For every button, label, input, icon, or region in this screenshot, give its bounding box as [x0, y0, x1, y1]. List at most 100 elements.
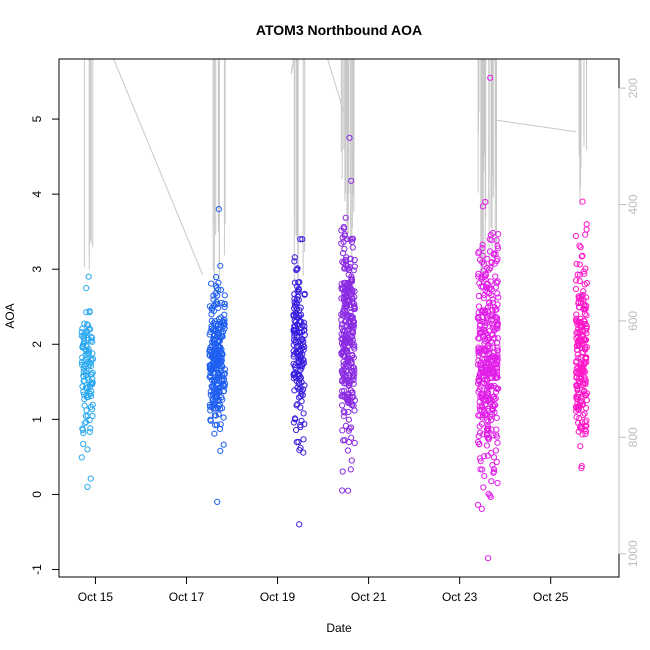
- data-point: [578, 465, 585, 472]
- data-point: [475, 292, 482, 300]
- data-point: [343, 363, 350, 370]
- data-point: [83, 285, 90, 292]
- data-point: [81, 420, 88, 427]
- data-point: [213, 351, 220, 358]
- data-point: [579, 198, 586, 205]
- x-tick-label: Oct 19: [260, 590, 296, 604]
- data-point: [479, 307, 487, 314]
- data-point: [476, 423, 483, 430]
- data-point: [577, 443, 584, 450]
- data-point: [212, 290, 219, 297]
- data-point: [576, 242, 583, 249]
- data-point: [484, 425, 491, 432]
- data-point: [342, 373, 349, 381]
- data-point: [80, 372, 87, 379]
- data-point: [339, 321, 346, 328]
- data-point: [291, 415, 298, 422]
- y-tick-label: 2: [30, 341, 44, 348]
- data-point: [576, 271, 583, 278]
- data-point: [296, 312, 303, 319]
- data-point: [291, 254, 298, 261]
- data-point: [574, 386, 581, 393]
- data-point: [580, 412, 587, 419]
- data-point: [343, 254, 350, 261]
- data-point: [213, 301, 220, 308]
- data-point: [218, 322, 225, 329]
- data-point: [339, 468, 346, 475]
- data-point: [215, 411, 222, 418]
- x-tick-label: Oct 15: [78, 590, 114, 604]
- data-point: [206, 352, 213, 359]
- data-point: [483, 393, 490, 400]
- data-point: [86, 308, 93, 315]
- trace-lines: [83, 58, 587, 298]
- data-point: [490, 468, 498, 475]
- data-point: [476, 429, 484, 436]
- data-point: [487, 74, 494, 81]
- data-point: [489, 320, 496, 327]
- data-point: [213, 273, 220, 281]
- data-point: [213, 357, 220, 364]
- data-point: [578, 253, 585, 260]
- data-point: [582, 231, 589, 238]
- data-point: [578, 386, 585, 393]
- data-point: [342, 364, 349, 371]
- data-point: [292, 374, 300, 381]
- data-point: [83, 392, 90, 399]
- data-point: [493, 458, 500, 466]
- data-point: [484, 255, 491, 262]
- data-point: [220, 382, 227, 389]
- data-point: [583, 221, 590, 228]
- data-point: [298, 364, 305, 371]
- data-point: [218, 299, 225, 306]
- data-point: [348, 389, 355, 396]
- data-point: [344, 397, 351, 404]
- data-point: [582, 430, 589, 438]
- data-point: [488, 417, 495, 424]
- data-point: [576, 261, 583, 268]
- data-point: [580, 288, 587, 295]
- data-point: [338, 324, 345, 331]
- data-point: [347, 278, 354, 285]
- data-point: [341, 232, 348, 239]
- data-point: [221, 325, 228, 332]
- data-point: [294, 384, 301, 391]
- data-point: [493, 433, 500, 440]
- data-point: [476, 455, 484, 462]
- data-points: [78, 74, 591, 562]
- data-point: [481, 379, 488, 386]
- data-point: [351, 345, 358, 352]
- data-point: [345, 342, 352, 349]
- data-point: [477, 466, 484, 473]
- data-point: [495, 385, 502, 392]
- data-point: [290, 341, 297, 348]
- data-point: [481, 273, 488, 280]
- data-point: [220, 441, 227, 448]
- data-point: [345, 265, 352, 272]
- data-point: [84, 446, 91, 453]
- data-point: [494, 290, 501, 297]
- data-point: [79, 426, 87, 433]
- data-point: [494, 439, 501, 446]
- data-point: [293, 306, 300, 313]
- data-point: [583, 397, 591, 404]
- data-point: [483, 426, 491, 433]
- data-point: [300, 346, 307, 353]
- data-point: [84, 321, 91, 328]
- x-axis-label: Date: [326, 621, 352, 635]
- right-axis: 200 400 600 800 1000: [618, 78, 640, 567]
- data-point: [484, 362, 491, 369]
- data-point: [83, 347, 90, 354]
- data-point: [301, 382, 308, 389]
- data-point: [350, 324, 357, 331]
- data-point: [220, 414, 227, 421]
- data-point: [347, 466, 354, 473]
- data-point: [294, 265, 301, 272]
- data-point: [216, 425, 224, 433]
- data-point: [348, 286, 355, 293]
- data-point: [340, 223, 347, 231]
- y-axis-label: AOA: [3, 303, 17, 328]
- data-point: [576, 278, 583, 285]
- data-point: [488, 382, 495, 390]
